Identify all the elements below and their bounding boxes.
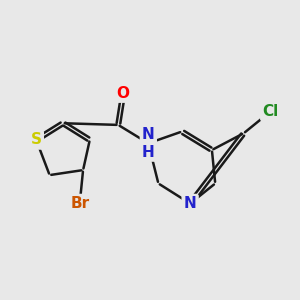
Text: N: N	[184, 196, 197, 211]
Text: S: S	[31, 133, 42, 148]
Text: O: O	[117, 85, 130, 100]
Text: N
H: N H	[142, 127, 155, 160]
Text: Cl: Cl	[262, 104, 279, 119]
Text: Br: Br	[70, 196, 89, 211]
